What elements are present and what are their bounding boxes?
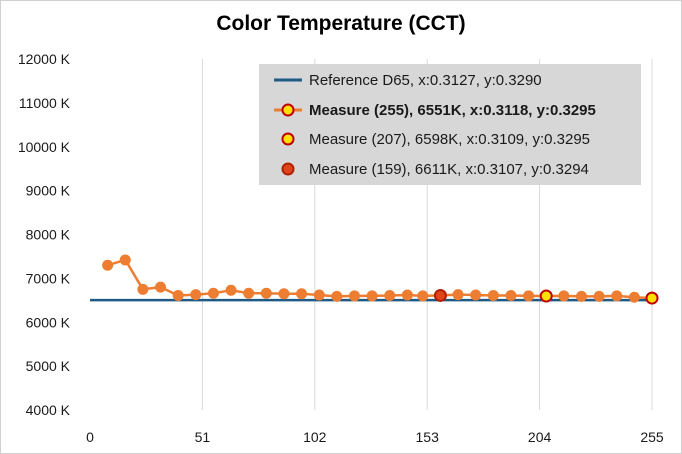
measure-point [313, 289, 325, 301]
legend-item-measure-159: Measure (159), 6611K, x:0.3107, y:0.3294 [273, 158, 589, 180]
legend-label-measure-207: Measure (207), 6598K, x:0.3109, y:0.3295 [309, 130, 591, 148]
legend-swatch-measure-207 [281, 132, 295, 146]
legend-swatch-reference [274, 78, 302, 82]
measure-point [172, 289, 184, 301]
measure-point [470, 289, 482, 301]
y-tick-label: 7000 K [26, 270, 71, 286]
measure-point [243, 287, 255, 299]
measure-207-point [539, 289, 553, 303]
y-tick-label: 11000 K [19, 95, 71, 111]
legend-swatch-measure-255 [274, 103, 302, 117]
y-tick-label: 5000 K [26, 358, 71, 374]
chart-title: Color Temperature (CCT) [216, 12, 466, 35]
measure-point [384, 289, 396, 301]
measure-point [366, 290, 378, 302]
x-tick-label: 255 [640, 429, 664, 445]
measure-point [348, 290, 360, 302]
legend-swatch-measure-159 [281, 162, 295, 176]
legend-label-measure-255: Measure (255), 6551K, x:0.3118, y:0.3295 [309, 101, 596, 119]
x-tick-label: 102 [303, 429, 327, 445]
measure-point [487, 289, 499, 301]
x-tick-label: 153 [416, 429, 440, 445]
measure-255-point [645, 291, 659, 305]
y-tick-label: 4000 K [26, 402, 71, 418]
measure-255-line [107, 258, 653, 300]
measure-point [505, 289, 517, 301]
measure-point [593, 290, 605, 302]
legend-item-measure-255: Measure (255), 6551K, x:0.3118, y:0.3295 [273, 99, 596, 121]
measure-point [558, 290, 570, 302]
legend-item-reference: Reference D65, x:0.3127, y:0.3290 [273, 69, 542, 91]
x-tick-label: 51 [195, 429, 211, 445]
measure-point [452, 289, 464, 301]
y-tick-label: 12000 K [18, 51, 71, 67]
y-tick-label: 9000 K [26, 183, 71, 199]
legend-label-measure-159: Measure (159), 6611K, x:0.3107, y:0.3294 [309, 160, 589, 178]
measure-point [523, 290, 535, 302]
measure-point [155, 281, 167, 293]
y-tick-label: 8000 K [26, 227, 71, 243]
measure-point [611, 290, 623, 302]
measure-point [331, 290, 343, 302]
x-tick-label: 0 [86, 429, 94, 445]
measure-point [278, 288, 290, 300]
measure-point [260, 287, 272, 299]
measure-159-point [433, 288, 447, 302]
legend-label-reference: Reference D65, x:0.3127, y:0.3290 [309, 71, 542, 89]
measure-point [207, 287, 219, 299]
legend: Reference D65, x:0.3127, y:0.3290 Measur… [259, 64, 641, 185]
measure-point [137, 283, 149, 295]
legend-item-measure-207: Measure (207), 6598K, x:0.3109, y:0.3295 [273, 128, 590, 150]
measure-point [575, 290, 587, 302]
y-tick-label: 6000 K [26, 314, 71, 330]
measure-point [225, 284, 237, 296]
x-tick-label: 204 [528, 429, 552, 445]
measure-point [190, 289, 202, 301]
y-tick-label: 10000 K [18, 139, 71, 155]
measure-point [628, 291, 640, 303]
measure-point [102, 259, 114, 271]
measure-point [401, 289, 413, 301]
measure-point [417, 290, 429, 302]
measure-point [119, 254, 131, 266]
measure-point [296, 288, 308, 300]
